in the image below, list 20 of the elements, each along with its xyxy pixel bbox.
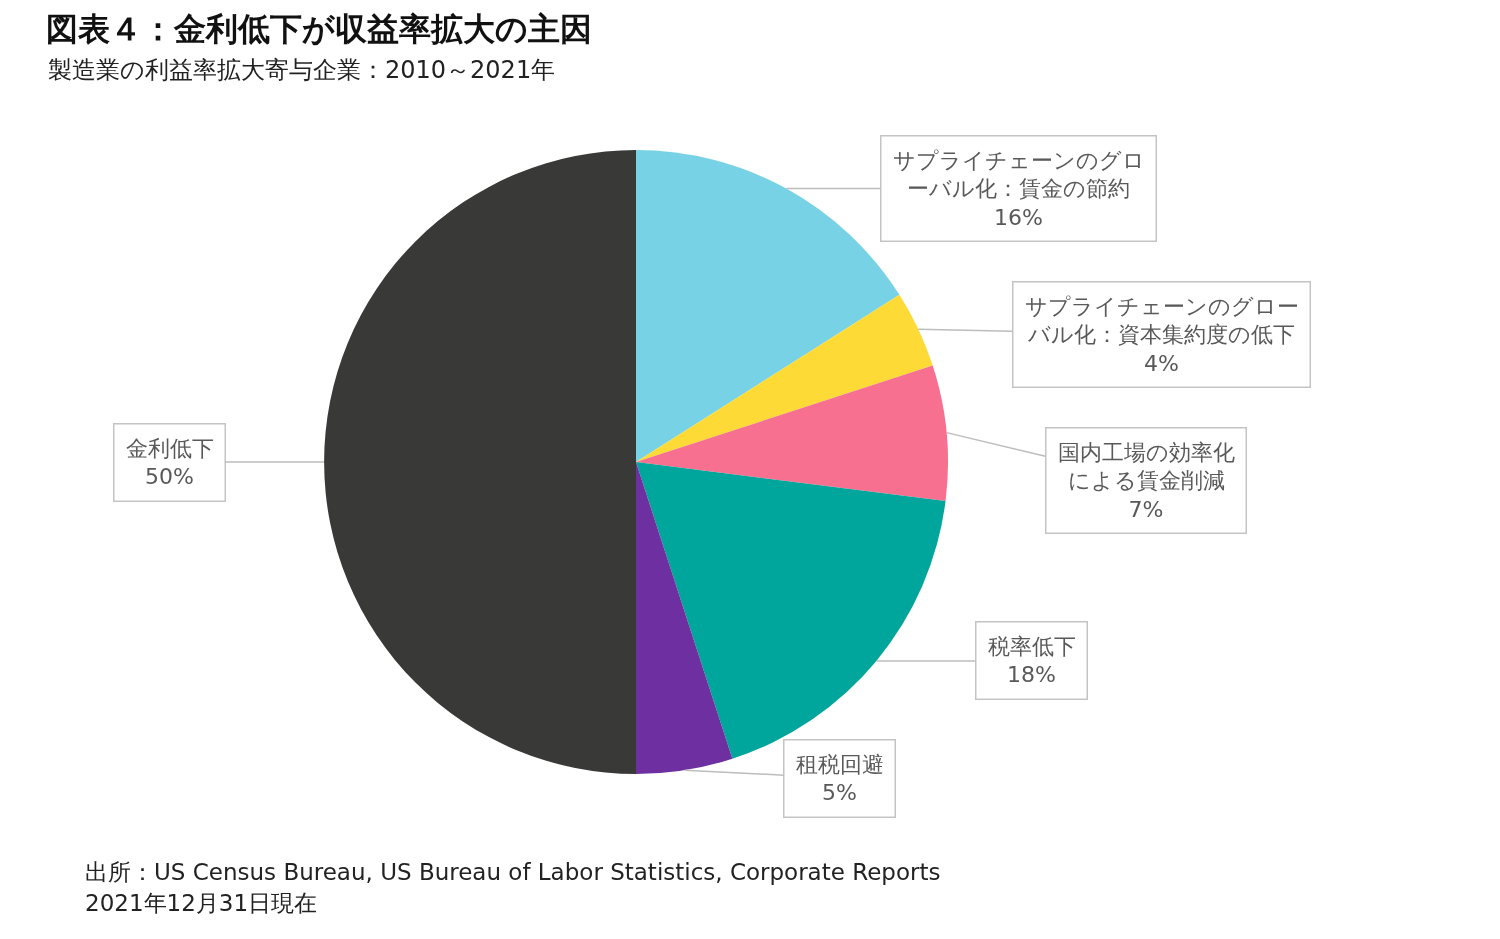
- data-label: 18%: [1007, 662, 1056, 688]
- data-label: 50%: [145, 464, 194, 490]
- slice-label: 租税回避: [795, 751, 884, 777]
- chart-subtitle: 製造業の利益率拡大寄与企業：2010～2021年: [48, 56, 556, 84]
- pie-slice: [636, 365, 948, 502]
- data-label: 4%: [1144, 350, 1179, 376]
- slice-label: 金利低下: [125, 435, 214, 461]
- pie-slice: [636, 294, 933, 462]
- chart-title: 図表４：金利低下が収益率拡大の主因: [46, 10, 592, 49]
- slice-label: 国内工場の効率化による賃金削減: [1057, 439, 1235, 494]
- slice-label: 税率低下: [987, 633, 1076, 659]
- text: 2021年12月31日現在: [85, 890, 318, 916]
- pie-slice: [636, 462, 733, 774]
- data-label: 16%: [994, 204, 1043, 230]
- data-label: 7%: [1128, 496, 1164, 522]
- slice-label: サプライチェーンのグローバル化：賃金の節約: [892, 147, 1145, 202]
- text: 出所：US Census Bureau, US Bureau of Labor Statistics, Corporate Reports: [85, 859, 941, 885]
- pie-slice: [324, 150, 636, 774]
- slice-label: サプライチェーンのグローバル化：資本集約度の低下: [1024, 293, 1299, 348]
- data-label: 5%: [822, 780, 857, 806]
